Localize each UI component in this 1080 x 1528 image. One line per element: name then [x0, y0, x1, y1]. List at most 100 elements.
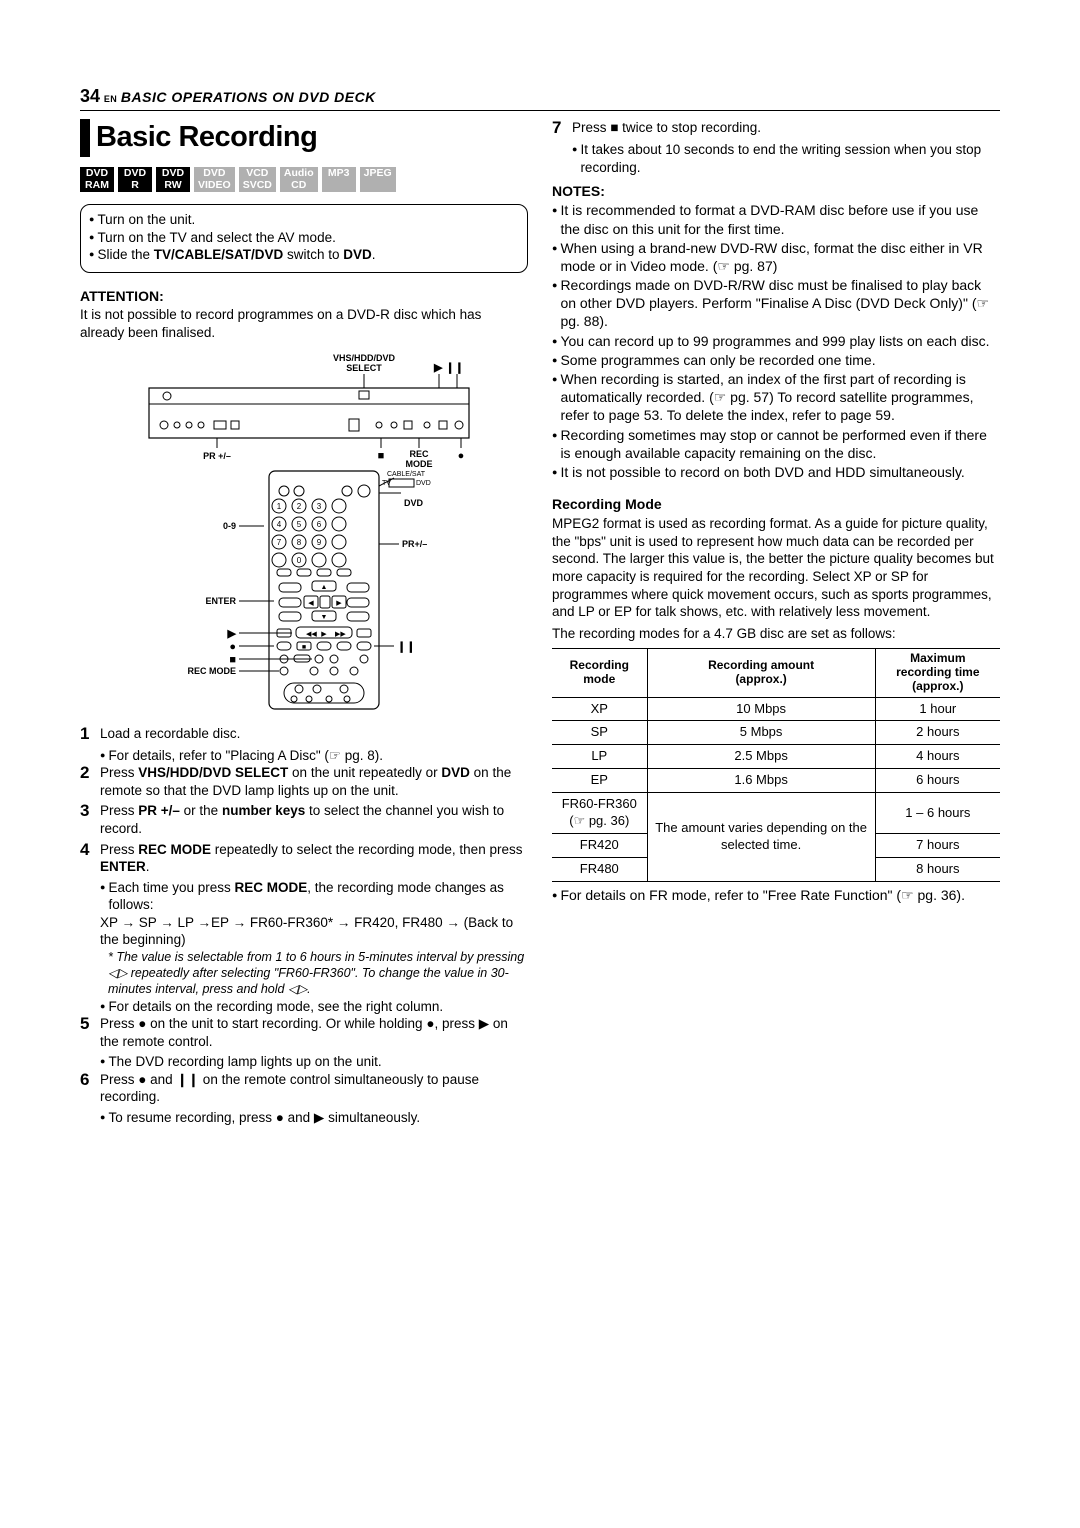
table-row: XP10 Mbps1 hour: [552, 697, 1000, 721]
step-sub: ●To resume recording, press ● and ▶ simu…: [100, 1109, 528, 1127]
steps-right: 7Press ■ twice to stop recording. ●It tak…: [552, 119, 1000, 176]
main-title: Basic Recording: [96, 119, 317, 157]
step-note: * The value is selectable from 1 to 6 ho…: [108, 949, 528, 998]
table-cell: 2 hours: [875, 721, 1000, 745]
recording-mode-para1: MPEG2 format is used as recording format…: [552, 515, 1000, 620]
table-row: FR60-FR360(☞ pg. 36)The amount varies de…: [552, 793, 1000, 834]
recording-mode-heading: Recording Mode: [552, 495, 1000, 513]
note-item: Recording sometimes may stop or cannot b…: [552, 426, 1000, 462]
svg-text:▶: ▶: [227, 628, 237, 640]
svg-text:CABLE/SAT: CABLE/SAT: [387, 471, 426, 478]
svg-text:1: 1: [277, 502, 282, 511]
step: 2Press VHS/HDD/DVD SELECT on the unit re…: [80, 764, 528, 799]
svg-text:▼: ▼: [321, 614, 328, 621]
step-sub: ●It takes about 10 seconds to end the wr…: [572, 141, 1000, 176]
format-badge: DVDRAM: [80, 167, 114, 192]
svg-text:■: ■: [302, 644, 306, 651]
svg-text:◀◀: ◀◀: [306, 631, 317, 638]
svg-text:◀: ◀: [308, 600, 314, 607]
svg-text:VHS/HDD/DVD: VHS/HDD/DVD: [333, 353, 396, 363]
svg-text:▶ ❙❙: ▶ ❙❙: [433, 362, 464, 374]
setup-item: Turn on the TV and select the AV mode.: [89, 229, 519, 247]
note-item: It is recommended to format a DVD-RAM di…: [552, 201, 1000, 237]
setup-item: Slide the TV/CABLE/SAT/DVD switch to DVD…: [89, 246, 519, 264]
table-cell: 1.6 Mbps: [647, 769, 875, 793]
note-item: Recordings made on DVD-R/RW disc must be…: [552, 276, 1000, 331]
attention-heading: ATTENTION: [80, 287, 528, 305]
step-number: 4: [80, 841, 100, 876]
device-diagram: VHS/HDD/DVD SELECT ▶ ❙❙: [119, 351, 489, 711]
step-sub: ●The DVD recording lamp lights up on the…: [100, 1053, 528, 1071]
recording-mode-footer: For details on FR mode, refer to "Free R…: [552, 886, 1000, 904]
svg-text:■: ■: [378, 450, 385, 462]
step-number: 5: [80, 1015, 100, 1050]
table-cell: 10 Mbps: [647, 697, 875, 721]
table-header: Recording mode: [552, 649, 647, 697]
table-cell: 7 hours: [875, 833, 1000, 857]
format-badge: VCDSVCD: [239, 167, 276, 192]
table-cell: 1 – 6 hours: [875, 793, 1000, 834]
page-header: 34 EN BASIC OPERATIONS ON DVD DECK: [80, 85, 1000, 111]
svg-text:0: 0: [297, 556, 302, 565]
table-cell-span: The amount varies depending on the selec…: [647, 793, 875, 882]
svg-text:●: ●: [458, 450, 465, 462]
step: 7Press ■ twice to stop recording.: [552, 119, 1000, 138]
step-sub: ●Each time you press REC MODE, the recor…: [100, 879, 528, 914]
title-accent-bar: [80, 119, 90, 157]
table-row: EP1.6 Mbps6 hours: [552, 769, 1000, 793]
table-header: Maximum recording time (approx.): [875, 649, 1000, 697]
svg-text:7: 7: [277, 538, 282, 547]
format-badge: DVDR: [118, 167, 152, 192]
step-number: 6: [80, 1071, 100, 1106]
table-cell: FR60-FR360(☞ pg. 36): [552, 793, 647, 834]
svg-text:▲: ▲: [321, 584, 328, 591]
note-item: Some programmes can only be recorded one…: [552, 351, 1000, 369]
table-cell: 5 Mbps: [647, 721, 875, 745]
svg-text:0-9: 0-9: [223, 521, 236, 531]
left-column: Basic Recording DVDRAMDVDRDVDRWDVDVIDEOV…: [80, 119, 528, 1126]
step: 4Press REC MODE repeatedly to select the…: [80, 841, 528, 876]
table-cell: 8 hours: [875, 857, 1000, 881]
table-cell: 4 hours: [875, 745, 1000, 769]
table-cell: 6 hours: [875, 769, 1000, 793]
right-column: 7Press ■ twice to stop recording. ●It tak…: [552, 119, 1000, 1126]
svg-text:4: 4: [277, 520, 282, 529]
steps-left: 1Load a recordable disc. ●For details, re…: [80, 725, 528, 1126]
svg-text:REC MODE: REC MODE: [187, 666, 236, 676]
svg-text:PR +/–: PR +/–: [203, 451, 231, 461]
format-badge: DVDRW: [156, 167, 190, 192]
svg-text:REC: REC: [409, 449, 429, 459]
attention-text: It is not possible to record programmes …: [80, 306, 528, 341]
step: 1Load a recordable disc.: [80, 725, 528, 744]
table-cell: SP: [552, 721, 647, 745]
note-item: It is not possible to record on both DVD…: [552, 463, 1000, 481]
svg-text:SELECT: SELECT: [346, 363, 382, 373]
svg-text:MODE: MODE: [406, 459, 433, 469]
svg-text:5: 5: [297, 520, 302, 529]
step-number: 3: [80, 802, 100, 837]
step-sub: ●For details on the recording mode, see …: [100, 998, 528, 1016]
step-number: 1: [80, 725, 100, 744]
recording-mode-table: Recording modeRecording amount (approx.)…: [552, 648, 1000, 882]
setup-item: Turn on the unit.: [89, 211, 519, 229]
page-number: 34: [80, 86, 100, 106]
svg-text:8: 8: [297, 538, 302, 547]
step-number: 7: [552, 119, 572, 138]
note-item: When recording is started, an index of t…: [552, 370, 1000, 425]
table-row: SP5 Mbps2 hours: [552, 721, 1000, 745]
note-item: You can record up to 99 programmes and 9…: [552, 332, 1000, 350]
table-cell: 1 hour: [875, 697, 1000, 721]
svg-text:❙❙: ❙❙: [397, 641, 415, 653]
format-badge: MP3: [322, 167, 356, 192]
recording-mode-para2: The recording modes for a 4.7 GB disc ar…: [552, 625, 1000, 643]
step: 6Press ● and ❙❙ on the remote control si…: [80, 1071, 528, 1106]
svg-text:▶: ▶: [321, 631, 327, 638]
step-chain: XP → SP → LP →EP → FR60-FR360* → FR420, …: [100, 914, 528, 949]
section-title: BASIC OPERATIONS ON DVD DECK: [121, 89, 376, 105]
step-sub: ●For details, refer to "Placing A Disc" …: [100, 747, 528, 765]
svg-text:■: ■: [229, 654, 236, 666]
svg-text:▶: ▶: [336, 600, 342, 607]
table-cell: FR420: [552, 833, 647, 857]
svg-text:▶▶: ▶▶: [335, 631, 346, 638]
table-header: Recording amount (approx.): [647, 649, 875, 697]
